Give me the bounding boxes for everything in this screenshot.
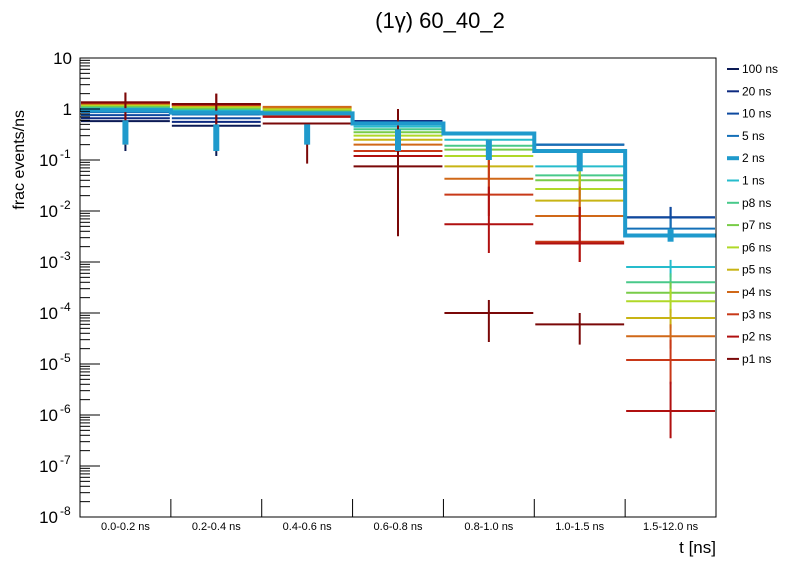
y-tick-base: 10 [39, 508, 58, 527]
y-tick-label: 10 [39, 304, 58, 323]
y-tick-exponent: -3 [60, 249, 71, 263]
y-tick-exponent: -7 [60, 453, 71, 467]
y-tick-label: 10 [39, 406, 58, 425]
y-tick-base: 10 [53, 49, 72, 68]
y-tick-base: 10 [39, 304, 58, 323]
x-tick-label: 1.0-1.5 ns [555, 521, 604, 533]
legend-label: p2 ns [742, 330, 771, 344]
y-tick-base: 10 [39, 355, 58, 374]
series-p1-ns [81, 92, 625, 345]
y-tick-exponent: -4 [60, 300, 71, 314]
legend-label: 20 ns [742, 84, 771, 98]
legend-label: p6 ns [742, 240, 771, 254]
legend-label: 2 ns [742, 151, 765, 165]
x-tick-label: 0.2-0.4 ns [192, 521, 241, 533]
legend-label: 10 ns [742, 107, 771, 121]
y-tick-exponent: -2 [60, 198, 71, 212]
legend-label: 100 ns [742, 62, 778, 76]
legend-label: p8 ns [742, 196, 771, 210]
legend-label: p4 ns [742, 285, 771, 299]
y-tick-base: 10 [39, 457, 58, 476]
y-tick-base: 1 [63, 100, 72, 119]
x-tick-label: 0.0-0.2 ns [101, 521, 150, 533]
y-tick-exponent: -8 [60, 504, 71, 518]
x-tick-label: 1.5-12.0 ns [643, 521, 699, 533]
y-tick-label: 10 [39, 457, 58, 476]
x-tick-label: 0.8-1.0 ns [464, 521, 513, 533]
y-tick-label: 10 [39, 253, 58, 272]
y-tick-base: 10 [39, 253, 58, 272]
y-tick-label: 1 [63, 100, 72, 119]
y-tick-exponent: -6 [60, 402, 71, 416]
series-step-line [80, 108, 716, 238]
x-tick-label: 0.6-0.8 ns [374, 521, 423, 533]
legend-label: p7 ns [742, 218, 771, 232]
x-axis-label: t [ns] [679, 538, 716, 557]
legend-label: 1 ns [742, 174, 765, 188]
y-tick-label: 10 [39, 508, 58, 527]
y-tick-label: 10 [39, 151, 58, 170]
y-tick-label: 10 [53, 49, 72, 68]
y-tick-base: 10 [39, 151, 58, 170]
y-tick-label: 10 [39, 355, 58, 374]
series-2-ns [80, 108, 716, 242]
legend-label: p5 ns [742, 263, 771, 277]
chart-title: (1γ) 60_40_2 [375, 8, 505, 33]
legend-label: 5 ns [742, 129, 765, 143]
plot-frame [79, 57, 717, 518]
legend: 100 ns 20 ns 10 ns 5 ns 2 ns 1 ns p8 ns p7 ns p6… [727, 62, 778, 366]
x-tick-label: 0.4-0.6 ns [283, 521, 332, 533]
legend-label: p3 ns [742, 307, 771, 321]
y-tick-label: 10 [39, 202, 58, 221]
x-axis: 0.0-0.2 ns 0.2-0.4 ns 0.4-0.6 ns 0.6-0.8 ns… [101, 499, 699, 533]
y-tick-exponent: -5 [60, 351, 71, 365]
y-tick-base: 10 [39, 406, 58, 425]
y-tick-exponent: -1 [60, 147, 71, 161]
plot-area [80, 92, 716, 439]
y-tick-base: 10 [39, 202, 58, 221]
legend-label: p1 ns [742, 352, 771, 366]
y-axis-label: frac events/ns [11, 110, 28, 210]
